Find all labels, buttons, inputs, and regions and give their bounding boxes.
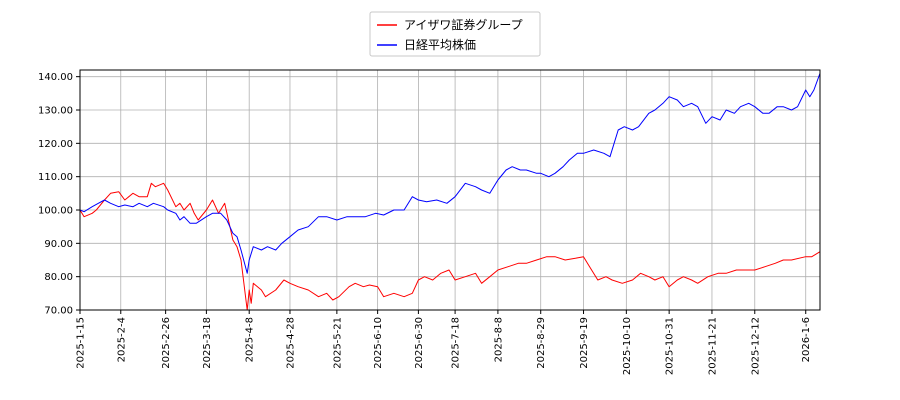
x-tick-label: 2025-9-19 bbox=[579, 317, 590, 369]
y-axis: 70.00 80.00 90.00 100.00 110.00 120.00 130.00 1… bbox=[38, 72, 80, 317]
legend-label-nikkei: 日経平均株価 bbox=[404, 37, 476, 52]
nikkei-price-line bbox=[79, 73, 821, 274]
x-tick-label: 2025-7-18 bbox=[451, 317, 462, 369]
x-tick-label: 2025-10-10 bbox=[622, 317, 633, 375]
grid bbox=[79, 70, 820, 311]
y-tick-label: 80.00 bbox=[44, 272, 73, 283]
y-tick-label: 70.00 bbox=[44, 306, 73, 317]
y-tick-label: 110.00 bbox=[38, 172, 73, 183]
x-tick-label: 2025-1-15 bbox=[76, 317, 87, 369]
y-tick-label: 100.00 bbox=[38, 206, 73, 217]
y-tick-label: 120.00 bbox=[38, 139, 73, 150]
x-tick-label: 2025-4-28 bbox=[285, 317, 296, 369]
legend-box bbox=[369, 11, 541, 57]
legend-label-aizawa: アイザワ証券グループ bbox=[404, 17, 523, 32]
x-tick-label: 2025-2-26 bbox=[161, 317, 172, 369]
x-tick-label: 2025-6-30 bbox=[414, 317, 425, 369]
x-tick-label: 2025-8-8 bbox=[493, 317, 504, 362]
x-tick-label: 2025-12-12 bbox=[750, 317, 761, 375]
x-tick-label: 2025-10-31 bbox=[665, 317, 676, 375]
series-lines bbox=[79, 73, 821, 311]
x-tick-label: 2025-11-21 bbox=[707, 317, 718, 375]
x-tick-label: 2025-2-4 bbox=[116, 317, 127, 362]
x-axis: 2025-1-15 2025-2-4 2025-2-26 2025-3-18 2025-… bbox=[76, 310, 812, 375]
x-tick-label: 2025-6-10 bbox=[373, 317, 384, 369]
x-tick-label: 2025-4-8 bbox=[245, 317, 256, 362]
plot-frame bbox=[79, 69, 821, 311]
x-tick-label: 2025-5-21 bbox=[332, 317, 343, 369]
x-tick-label: 2025-3-18 bbox=[202, 317, 213, 369]
y-tick-label: 90.00 bbox=[44, 239, 73, 250]
x-tick-label: 2025-8-29 bbox=[536, 317, 547, 369]
legend: アイザワ証券グループ 日経平均株価 bbox=[369, 11, 541, 57]
y-tick-label: 130.00 bbox=[38, 106, 73, 117]
x-tick-label: 2026-1-6 bbox=[801, 317, 812, 362]
y-tick-label: 140.00 bbox=[38, 72, 73, 83]
aizawa-price-line bbox=[79, 182, 821, 311]
